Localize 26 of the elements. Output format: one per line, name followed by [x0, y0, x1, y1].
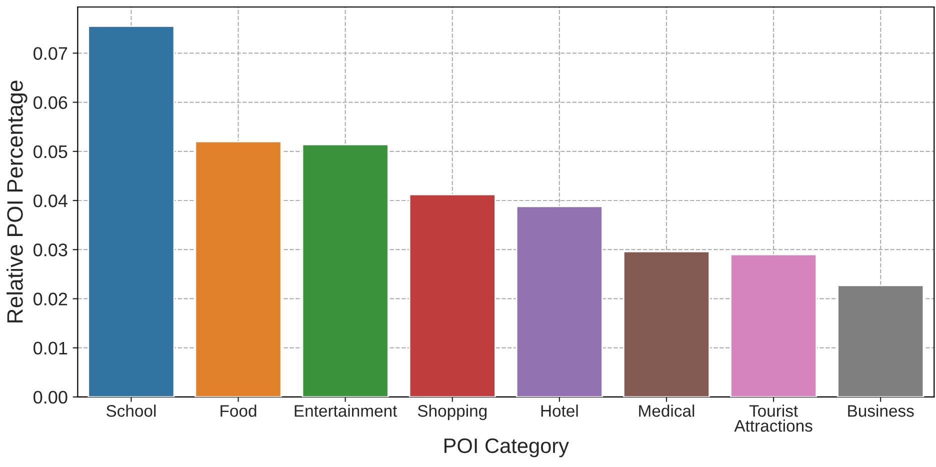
y-tick-label: 0.04	[34, 194, 68, 208]
x-tick-label: Food	[220, 404, 256, 417]
x-tick-label: Tourist Attractions	[734, 404, 812, 432]
bar	[622, 250, 710, 397]
y-axis-title: Relative POI Percentage	[6, 80, 28, 322]
x-tick-label: Hotel	[541, 404, 578, 417]
bar	[88, 25, 175, 397]
bar	[516, 206, 603, 397]
bar	[837, 284, 924, 397]
y-tick-label: 0.07	[34, 47, 68, 60]
x-tick-label: School	[106, 404, 156, 417]
y-tick-label: 0.02	[34, 292, 68, 306]
x-tick-label: Shopping	[418, 404, 487, 420]
bar	[730, 254, 818, 397]
y-tick-label: 0.01	[34, 342, 68, 355]
x-tick-label: Business	[848, 404, 914, 417]
bar	[194, 140, 282, 397]
x-tick-label: Entertainment	[294, 404, 398, 417]
y-tick-label: 0.00	[34, 390, 68, 404]
bar	[408, 194, 496, 397]
y-tick-label: 0.06	[34, 96, 68, 109]
y-tick-label: 0.05	[34, 145, 68, 158]
x-axis-title: POI Category	[444, 438, 569, 458]
bar	[302, 144, 389, 397]
y-tick-label: 0.03	[34, 244, 68, 256]
x-tick-label: Medical	[639, 404, 694, 417]
